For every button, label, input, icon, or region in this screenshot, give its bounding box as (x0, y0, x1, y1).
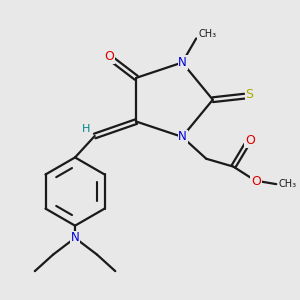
Text: N: N (178, 56, 187, 69)
Text: S: S (246, 88, 254, 100)
Text: O: O (251, 175, 261, 188)
Text: N: N (71, 231, 80, 244)
Text: N: N (178, 130, 187, 143)
Text: H: H (82, 124, 90, 134)
Text: CH₃: CH₃ (279, 179, 297, 189)
Text: O: O (245, 134, 255, 147)
Text: CH₃: CH₃ (198, 29, 216, 39)
Text: O: O (105, 50, 115, 63)
